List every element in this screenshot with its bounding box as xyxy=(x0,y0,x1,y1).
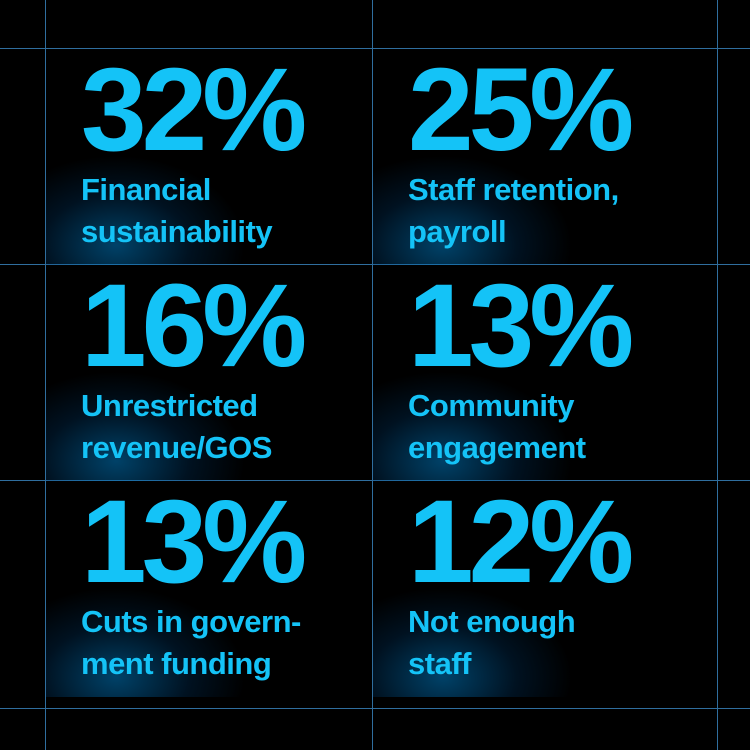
stat-cell: 25% Staff retention, payroll xyxy=(373,49,700,265)
stat-cell: 32% Financial sustainability xyxy=(46,49,373,265)
stat-label: Community engagement xyxy=(408,385,586,469)
stat-label: Staff retention, payroll xyxy=(408,169,619,253)
glow xyxy=(46,587,246,697)
label-line: staff xyxy=(408,646,471,681)
label-line: payroll xyxy=(408,214,507,249)
stat-cell: 12% Not enough staff xyxy=(373,481,700,697)
stat-label: Not enough staff xyxy=(408,601,576,685)
glow xyxy=(46,371,246,481)
stat-cell: 13% Cuts in govern-ment funding xyxy=(46,481,373,697)
label-line: Financial xyxy=(81,172,211,207)
stat-cell: 13% Community engagement xyxy=(373,265,700,481)
label-line: Not enough xyxy=(408,604,576,639)
grid-line xyxy=(717,0,718,750)
stat-value: 12% xyxy=(408,481,634,608)
label-line: Cuts in govern- xyxy=(81,604,301,639)
stat-value: 25% xyxy=(408,49,634,176)
label-line: engagement xyxy=(408,430,586,465)
stat-label: Financial sustainability xyxy=(81,169,273,253)
stat-value: 13% xyxy=(81,481,307,608)
glow xyxy=(373,155,573,265)
grid-line xyxy=(0,48,750,49)
label-line: Community xyxy=(408,388,574,423)
grid-line xyxy=(45,0,46,750)
stat-cell: 16% Unrestricted revenue/GOS xyxy=(46,265,373,481)
glow xyxy=(46,155,246,265)
glow xyxy=(373,587,573,697)
label-line: revenue/GOS xyxy=(81,430,272,465)
label-line: sustainability xyxy=(81,214,273,249)
label-line: Staff retention, xyxy=(408,172,619,207)
label-line: Unrestricted xyxy=(81,388,258,423)
stat-label: Cuts in govern-ment funding xyxy=(81,601,301,685)
stat-value: 13% xyxy=(408,265,634,392)
glow xyxy=(373,371,573,481)
stat-label: Unrestricted revenue/GOS xyxy=(81,385,272,469)
grid-line xyxy=(0,708,750,709)
label-line: ment funding xyxy=(81,646,272,681)
stat-value: 32% xyxy=(81,49,307,176)
grid-line xyxy=(372,0,373,750)
stat-value: 16% xyxy=(81,265,307,392)
